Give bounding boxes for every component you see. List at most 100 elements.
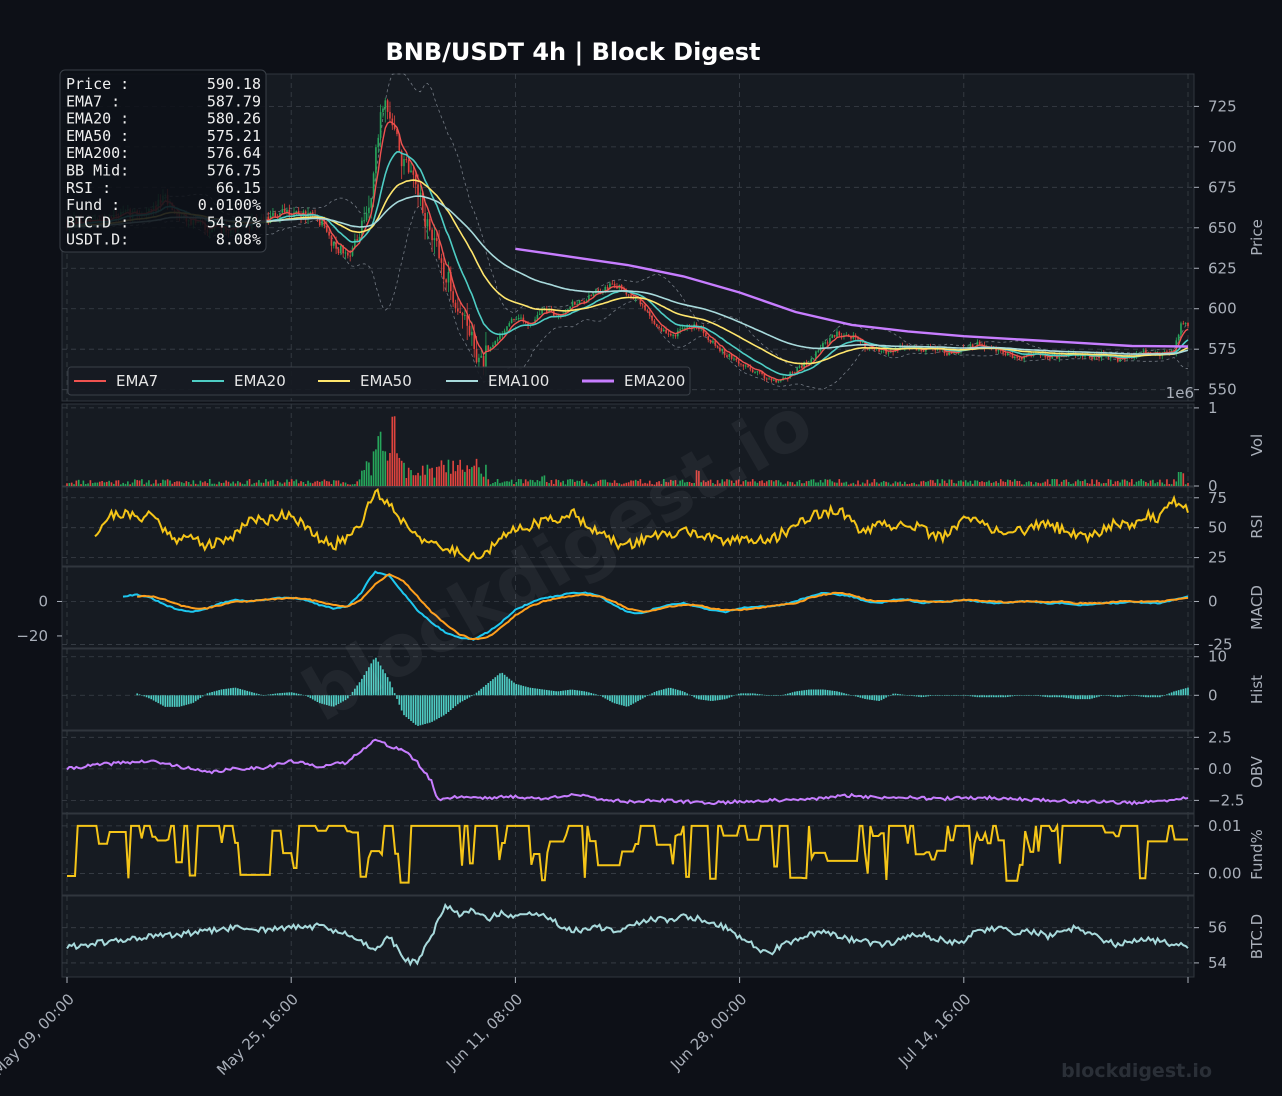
histogram-bar — [201, 695, 204, 697]
candle-body — [796, 367, 798, 373]
histogram-bar — [180, 695, 183, 707]
volume-bar — [819, 480, 822, 486]
candle-body — [880, 350, 883, 352]
candle-body — [466, 314, 469, 326]
candle-body — [449, 272, 452, 292]
candle-body — [681, 327, 684, 330]
volume-bar — [68, 483, 71, 486]
volume-bar — [953, 482, 955, 486]
volume-bar — [672, 480, 674, 486]
volume-bar — [997, 482, 1000, 486]
candle-body — [817, 350, 820, 352]
volume-bar — [309, 482, 312, 486]
volume-bar — [892, 483, 894, 486]
info-value: 576.75 — [207, 162, 261, 180]
histogram-bar — [990, 695, 993, 698]
candle-body — [281, 209, 284, 213]
volume-bar — [592, 483, 595, 486]
histogram-bar — [852, 695, 855, 696]
candle-body — [274, 212, 277, 218]
histogram-bar — [253, 692, 256, 696]
histogram-bar — [295, 693, 298, 696]
histogram-bar — [833, 691, 836, 696]
candle-body — [833, 335, 836, 337]
candle-body — [946, 353, 948, 356]
candle-body — [1025, 354, 1028, 356]
volume-bar — [894, 481, 897, 486]
volume-bar — [255, 482, 258, 486]
volume-bar — [281, 483, 284, 486]
candle-body — [878, 348, 880, 352]
candle-body — [712, 340, 714, 343]
volume-bar — [1049, 484, 1051, 486]
volume-bar — [1011, 481, 1014, 486]
histogram-bar — [208, 692, 211, 696]
volume-bar — [950, 479, 953, 486]
histogram-bar — [735, 694, 738, 696]
volume-bar — [492, 483, 494, 486]
volume-bar — [906, 484, 908, 486]
candle-body — [578, 299, 581, 304]
volume-bar — [854, 484, 857, 486]
histogram-bar — [838, 691, 841, 696]
volume-bar — [440, 460, 443, 486]
candle-body — [393, 125, 396, 129]
volume-bar — [134, 479, 136, 486]
candle-body — [447, 272, 450, 283]
histogram-bar — [524, 686, 527, 696]
histogram-bar — [1009, 695, 1011, 697]
candle-body — [354, 239, 356, 248]
histogram-bar — [866, 695, 869, 700]
volume-bar — [445, 472, 447, 486]
histogram-bar — [840, 692, 843, 696]
candle-body — [627, 294, 630, 296]
volume-bar — [1021, 484, 1023, 486]
volume-bar — [218, 481, 220, 486]
volume-bar — [136, 480, 139, 486]
histogram-bar — [1084, 695, 1086, 700]
volume-bar — [1088, 483, 1091, 486]
histogram-bar — [779, 695, 782, 696]
histogram-bar — [251, 692, 253, 696]
y-tick-label: 625 — [1208, 259, 1237, 277]
volume-bar — [749, 481, 752, 486]
histogram-bar — [1161, 695, 1164, 697]
volume-bar — [1070, 484, 1072, 486]
volume-bar — [1093, 484, 1096, 486]
histogram-bar — [173, 695, 176, 707]
candle-body — [445, 279, 447, 283]
candle-body — [1177, 334, 1180, 341]
candle-body — [971, 344, 974, 348]
histogram-bar — [365, 671, 368, 696]
y-tick-label: 1 — [1208, 399, 1218, 417]
volume-bar — [384, 451, 387, 486]
histogram-bar — [943, 695, 946, 696]
y-axis-label: MACD — [1248, 585, 1266, 630]
histogram-bar — [1168, 693, 1171, 696]
candle-body — [658, 326, 660, 329]
histogram-bar — [749, 693, 752, 696]
volume-bar — [1182, 473, 1185, 486]
volume-bar — [295, 479, 298, 486]
volume-bar — [1154, 483, 1157, 486]
volume-bar — [487, 479, 490, 486]
volume-bar — [758, 481, 761, 486]
histogram-bar — [480, 688, 483, 696]
histogram-bar — [494, 677, 497, 696]
volume-bar — [822, 482, 824, 486]
info-label: USDT.D: — [66, 231, 129, 249]
volume-bar — [1147, 483, 1150, 486]
volume-bar — [887, 482, 890, 486]
histogram-bar — [1060, 695, 1063, 698]
histogram-bar — [906, 695, 908, 696]
candle-body — [361, 220, 363, 238]
histogram-bar — [744, 693, 747, 696]
volume-bar — [1074, 481, 1077, 486]
volume-bar — [658, 481, 660, 486]
candle-body — [1180, 323, 1182, 335]
candle-body — [365, 213, 368, 221]
histogram-bar — [805, 689, 808, 696]
volume-bar — [98, 481, 101, 486]
candle-body — [571, 301, 574, 307]
volume-bar — [1119, 482, 1121, 486]
